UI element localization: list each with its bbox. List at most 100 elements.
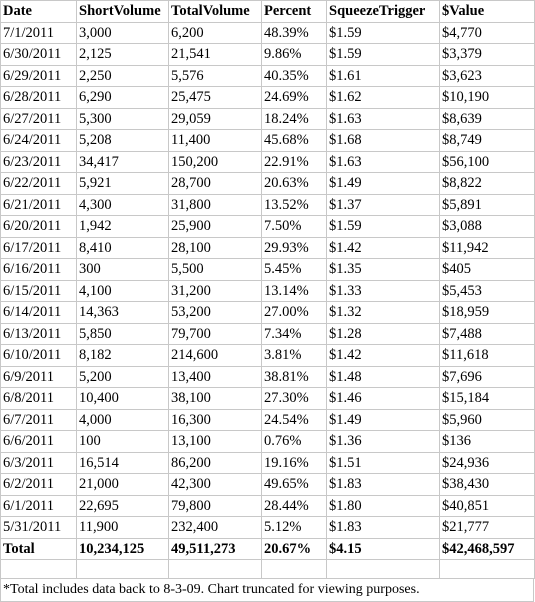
cell-percent: 24.69% (261, 86, 327, 109)
cell-short-volume: 16,514 (76, 451, 169, 474)
cell-percent: 38.81% (261, 365, 327, 388)
cell-total-volume: 232,400 (168, 516, 262, 539)
cell-squeeze-trigger: $1.61 (326, 64, 440, 87)
cell-squeeze-trigger: $1.35 (326, 258, 440, 281)
cell-value: $38,430 (439, 473, 535, 496)
cell-value: $10,190 (439, 86, 535, 109)
cell-total-volume: 25,475 (168, 86, 262, 109)
blank-cell (76, 559, 169, 579)
cell-date: 6/15/2011 (0, 279, 77, 302)
cell-short-volume: 34,417 (76, 150, 169, 173)
cell-total-volume: 21,541 (168, 43, 262, 66)
table-row: 6/16/2011 300 5,500 5.45% $1.35 $405 (0, 258, 535, 281)
cell-value: $11,618 (439, 344, 535, 367)
cell-value: $136 (439, 430, 535, 453)
cell-value: $8,822 (439, 172, 535, 195)
total-label: Total (0, 537, 77, 560)
cell-total-volume: 31,200 (168, 279, 262, 302)
table-row: 6/2/2011 21,000 42,300 49.65% $1.83 $38,430 (0, 473, 535, 496)
cell-squeeze-trigger: $1.51 (326, 451, 440, 474)
cell-total-volume: 28,100 (168, 236, 262, 259)
cell-total-volume: 150,200 (168, 150, 262, 173)
cell-squeeze-trigger: $1.83 (326, 473, 440, 496)
cell-date: 6/2/2011 (0, 473, 77, 496)
table-row: 6/9/2011 5,200 13,400 38.81% $1.48 $7,696 (0, 365, 535, 388)
cell-total-volume: 79,800 (168, 494, 262, 517)
cell-short-volume: 6,290 (76, 86, 169, 109)
cell-short-volume: 4,100 (76, 279, 169, 302)
cell-total-volume: 13,100 (168, 430, 262, 453)
cell-percent: 7.34% (261, 322, 327, 345)
cell-short-volume: 300 (76, 258, 169, 281)
cell-squeeze-trigger: $1.49 (326, 172, 440, 195)
cell-date: 6/27/2011 (0, 107, 77, 130)
blank-cell (439, 559, 535, 579)
table-row: 6/7/2011 4,000 16,300 24.54% $1.49 $5,960 (0, 408, 535, 431)
total-percent: 20.67% (261, 537, 327, 560)
short-volume-table: Date ShortVolume TotalVolume Percent Squ… (0, 0, 535, 579)
cell-value: $56,100 (439, 150, 535, 173)
cell-squeeze-trigger: $1.68 (326, 129, 440, 152)
cell-short-volume: 10,400 (76, 387, 169, 410)
table-row: 6/23/2011 34,417 150,200 22.91% $1.63 $56,100 (0, 150, 535, 173)
table-row: 6/27/2011 5,300 29,059 18.24% $1.63 $8,639 (0, 107, 535, 130)
cell-value: $11,942 (439, 236, 535, 259)
cell-squeeze-trigger: $1.46 (326, 387, 440, 410)
cell-percent: 7.50% (261, 215, 327, 238)
cell-date: 6/28/2011 (0, 86, 77, 109)
cell-value: $405 (439, 258, 535, 281)
cell-percent: 9.86% (261, 43, 327, 66)
header-value: $Value (439, 0, 535, 23)
cell-total-volume: 25,900 (168, 215, 262, 238)
cell-squeeze-trigger: $1.49 (326, 408, 440, 431)
cell-total-volume: 16,300 (168, 408, 262, 431)
table-row: 6/8/2011 10,400 38,100 27.30% $1.46 $15,184 (0, 387, 535, 410)
blank-cell (168, 559, 262, 579)
cell-squeeze-trigger: $1.80 (326, 494, 440, 517)
cell-short-volume: 5,921 (76, 172, 169, 195)
cell-percent: 0.76% (261, 430, 327, 453)
cell-date: 6/22/2011 (0, 172, 77, 195)
cell-value: $15,184 (439, 387, 535, 410)
cell-date: 6/20/2011 (0, 215, 77, 238)
cell-total-volume: 79,700 (168, 322, 262, 345)
cell-total-volume: 42,300 (168, 473, 262, 496)
cell-percent: 22.91% (261, 150, 327, 173)
cell-total-volume: 28,700 (168, 172, 262, 195)
cell-percent: 13.52% (261, 193, 327, 216)
cell-date: 6/8/2011 (0, 387, 77, 410)
table-row: 6/10/2011 8,182 214,600 3.81% $1.42 $11,618 (0, 344, 535, 367)
cell-squeeze-trigger: $1.42 (326, 344, 440, 367)
cell-value: $40,851 (439, 494, 535, 517)
cell-short-volume: 4,000 (76, 408, 169, 431)
table-row: 6/13/2011 5,850 79,700 7.34% $1.28 $7,488 (0, 322, 535, 345)
cell-percent: 48.39% (261, 21, 327, 44)
blank-cell (0, 559, 77, 579)
table-row: 6/17/2011 8,410 28,100 29.93% $1.42 $11,942 (0, 236, 535, 259)
cell-total-volume: 53,200 (168, 301, 262, 324)
cell-total-volume: 86,200 (168, 451, 262, 474)
cell-percent: 3.81% (261, 344, 327, 367)
cell-squeeze-trigger: $1.59 (326, 215, 440, 238)
blank-cell (326, 559, 440, 579)
cell-squeeze-trigger: $1.83 (326, 516, 440, 539)
total-row: Total 10,234,125 49,511,273 20.67% $4.15… (0, 537, 535, 560)
cell-total-volume: 5,500 (168, 258, 262, 281)
cell-percent: 20.63% (261, 172, 327, 195)
header-short-volume: ShortVolume (76, 0, 169, 23)
header-total-volume: TotalVolume (168, 0, 262, 23)
cell-date: 6/9/2011 (0, 365, 77, 388)
cell-date: 6/14/2011 (0, 301, 77, 324)
cell-percent: 49.65% (261, 473, 327, 496)
cell-squeeze-trigger: $1.63 (326, 150, 440, 173)
cell-percent: 24.54% (261, 408, 327, 431)
cell-squeeze-trigger: $1.48 (326, 365, 440, 388)
cell-value: $21,777 (439, 516, 535, 539)
cell-percent: 27.00% (261, 301, 327, 324)
cell-percent: 19.16% (261, 451, 327, 474)
cell-percent: 45.68% (261, 129, 327, 152)
table-row: 6/20/2011 1,942 25,900 7.50% $1.59 $3,088 (0, 215, 535, 238)
cell-percent: 5.12% (261, 516, 327, 539)
table-row: 6/30/2011 2,125 21,541 9.86% $1.59 $3,379 (0, 43, 535, 66)
cell-squeeze-trigger: $1.62 (326, 86, 440, 109)
